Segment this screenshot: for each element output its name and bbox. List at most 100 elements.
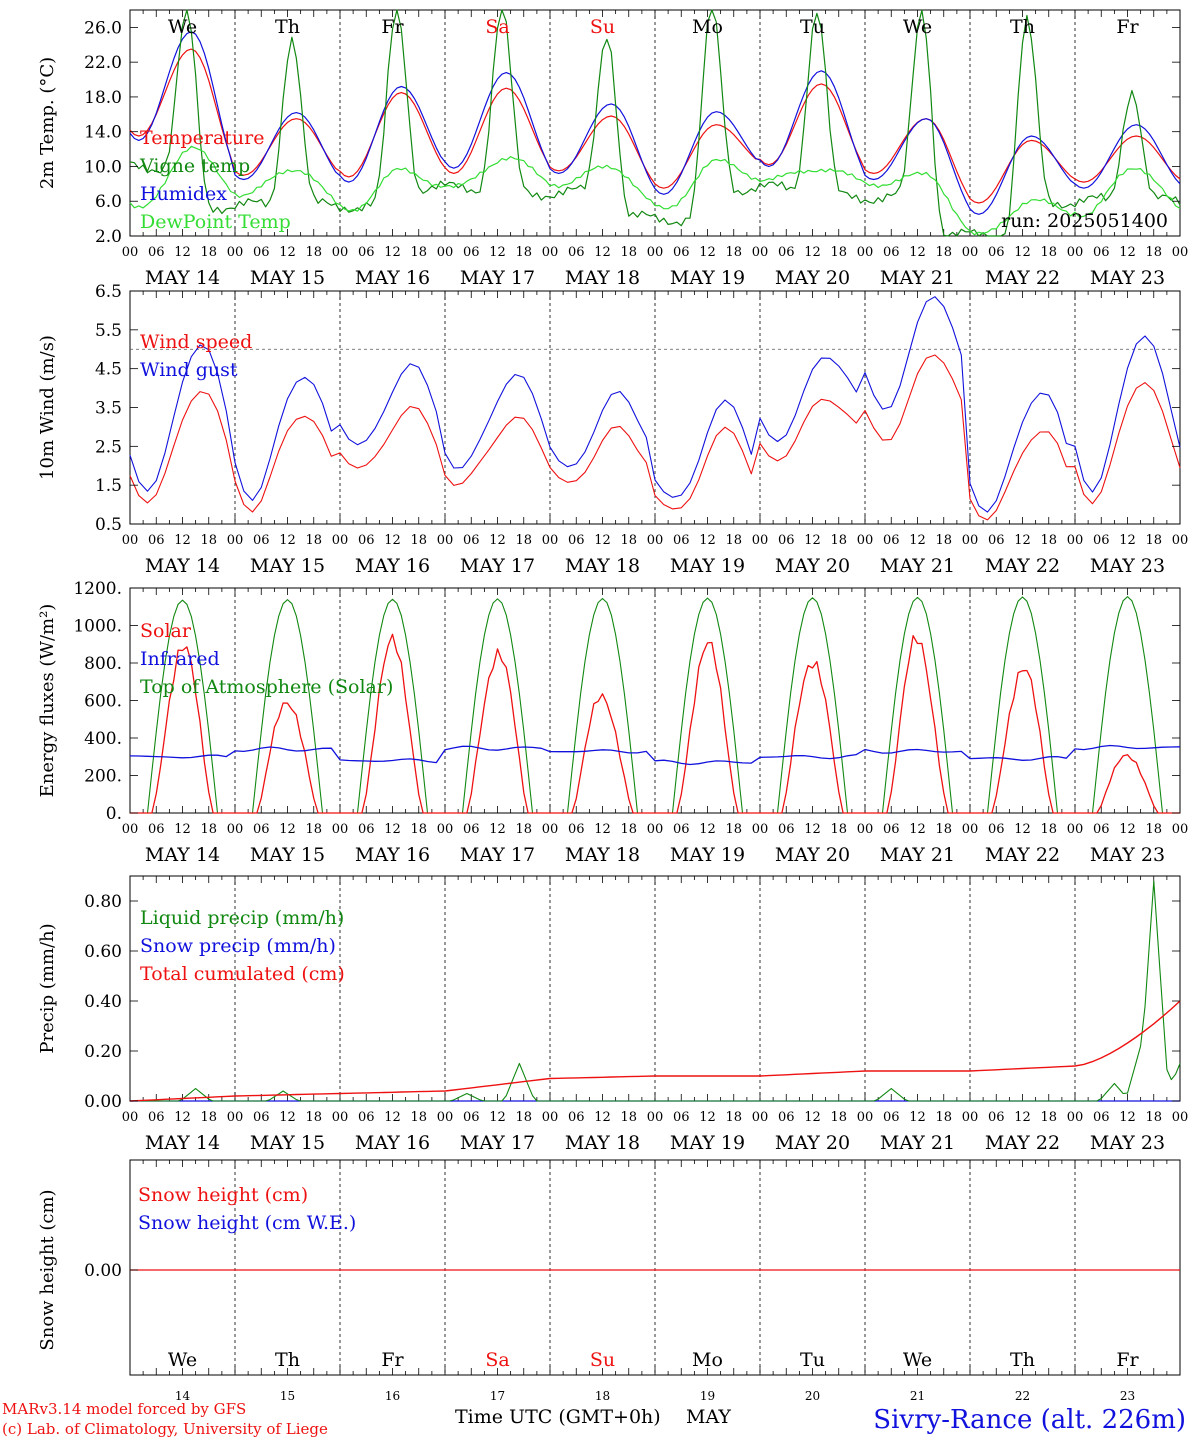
hour-label: 00 — [122, 822, 139, 837]
x-axis-label: Time UTC (GMT+0h) — [455, 1406, 661, 1428]
date-label: MAY 15 — [250, 555, 325, 577]
y-tick-label: 1.5 — [95, 476, 122, 496]
weekday-label: Th — [1010, 1349, 1035, 1371]
y-tick-label: 18.0 — [84, 88, 122, 108]
date-label: MAY 16 — [355, 267, 430, 289]
date-label: MAY 14 — [145, 267, 220, 289]
hour-label: 00 — [227, 822, 244, 837]
y-tick-label: 0.40 — [84, 992, 122, 1012]
y-tick-label: 6.5 — [95, 282, 122, 302]
date-label: MAY 22 — [985, 555, 1060, 577]
hour-label: 12 — [1119, 245, 1136, 260]
date-label: MAY 16 — [355, 555, 430, 577]
hour-label: 00 — [332, 822, 349, 837]
hour-label: 18 — [515, 245, 532, 260]
hour-label: 00 — [1172, 1110, 1189, 1125]
y-tick-label: 600. — [84, 692, 122, 712]
hour-label: 06 — [568, 245, 585, 260]
hour-label: 00 — [857, 245, 874, 260]
legend-entry: Total cumulated (cm) — [140, 963, 345, 985]
y-tick-label: 400. — [84, 729, 122, 749]
hour-label: 18 — [305, 1110, 322, 1125]
hour-label: 06 — [673, 822, 690, 837]
date-label: MAY 22 — [985, 1132, 1060, 1154]
hour-label: 00 — [962, 1110, 979, 1125]
date-label: MAY 22 — [985, 267, 1060, 289]
y-tick-label: 0.60 — [84, 942, 122, 962]
y-tick-label: 3.5 — [95, 399, 122, 419]
hour-label: 00 — [752, 1110, 769, 1125]
date-label: MAY 15 — [250, 267, 325, 289]
weekday-label: Fr — [381, 1349, 404, 1371]
y-tick-label: 1200. — [73, 579, 122, 599]
hour-label: 12 — [1119, 1110, 1136, 1125]
hour-label: 18 — [620, 1110, 637, 1125]
hour-label: 00 — [542, 533, 559, 548]
hour-label: 00 — [122, 245, 139, 260]
legend-entry: Liquid precip (mm/h) — [140, 907, 344, 929]
date-label: MAY 20 — [775, 844, 850, 866]
hour-label: 00 — [122, 1110, 139, 1125]
y-axis-label: 10m Wind (m/s) — [37, 335, 58, 480]
hour-label: 06 — [883, 822, 900, 837]
y-tick-label: 0.20 — [84, 1042, 122, 1062]
date-label: MAY 16 — [355, 1132, 430, 1154]
hour-label: 18 — [200, 1110, 217, 1125]
weekday-label: We — [168, 1349, 197, 1371]
hour-label: 12 — [1014, 245, 1031, 260]
hour-label: 12 — [909, 1110, 926, 1125]
hour-label: 00 — [962, 245, 979, 260]
hour-label: 12 — [699, 245, 716, 260]
hour-label: 12 — [1119, 533, 1136, 548]
weekday-label: Mo — [692, 16, 723, 38]
date-label: MAY 19 — [670, 1132, 745, 1154]
hour-label: 18 — [620, 822, 637, 837]
y-tick-label: 200. — [84, 767, 122, 787]
hour-label: 12 — [384, 822, 401, 837]
hour-label: 18 — [830, 822, 847, 837]
hour-label: 06 — [883, 533, 900, 548]
hour-label: 18 — [725, 822, 742, 837]
hour-label: 00 — [962, 822, 979, 837]
hour-label: 06 — [988, 533, 1005, 548]
hour-label: 00 — [1172, 533, 1189, 548]
day-number-label: 22 — [1015, 1389, 1030, 1403]
hour-label: 00 — [1172, 822, 1189, 837]
y-tick-label: 5.5 — [95, 321, 122, 341]
series-temperature — [129, 48, 1181, 204]
hour-label: 12 — [489, 245, 506, 260]
day-number-label: 19 — [700, 1389, 715, 1403]
legend-entry: Vigne temp — [139, 155, 250, 177]
hour-label: 00 — [647, 822, 664, 837]
hour-label: 06 — [883, 1110, 900, 1125]
weekday-label: Th — [275, 16, 300, 38]
series-total-cumulated — [129, 1000, 1181, 1102]
hour-label: 06 — [673, 533, 690, 548]
date-label: MAY 20 — [775, 1132, 850, 1154]
weekday-label: Su — [590, 1349, 615, 1371]
y-tick-label: 0.00 — [84, 1261, 122, 1281]
hour-label: 12 — [594, 1110, 611, 1125]
y-tick-label: 10.0 — [84, 157, 122, 177]
hour-label: 12 — [174, 533, 191, 548]
hour-label: 18 — [200, 245, 217, 260]
hour-label: 06 — [1093, 1110, 1110, 1125]
y-tick-label: 0.00 — [84, 1092, 122, 1112]
hour-label: 18 — [725, 245, 742, 260]
hour-label: 18 — [1145, 533, 1162, 548]
hour-label: 00 — [857, 822, 874, 837]
hour-label: 12 — [1014, 533, 1031, 548]
date-label: MAY 19 — [670, 555, 745, 577]
legend-entry: Top of Atmosphere (Solar) — [140, 676, 393, 698]
hour-label: 00 — [542, 822, 559, 837]
hour-label: 12 — [279, 822, 296, 837]
hour-label: 18 — [410, 1110, 427, 1125]
y-axis-label: Snow height (cm) — [37, 1189, 58, 1350]
hour-label: 12 — [174, 1110, 191, 1125]
weekday-label: Th — [1010, 16, 1035, 38]
date-label: MAY 19 — [670, 267, 745, 289]
hour-label: 12 — [279, 245, 296, 260]
hour-label: 00 — [437, 533, 454, 548]
hour-label: 12 — [699, 822, 716, 837]
